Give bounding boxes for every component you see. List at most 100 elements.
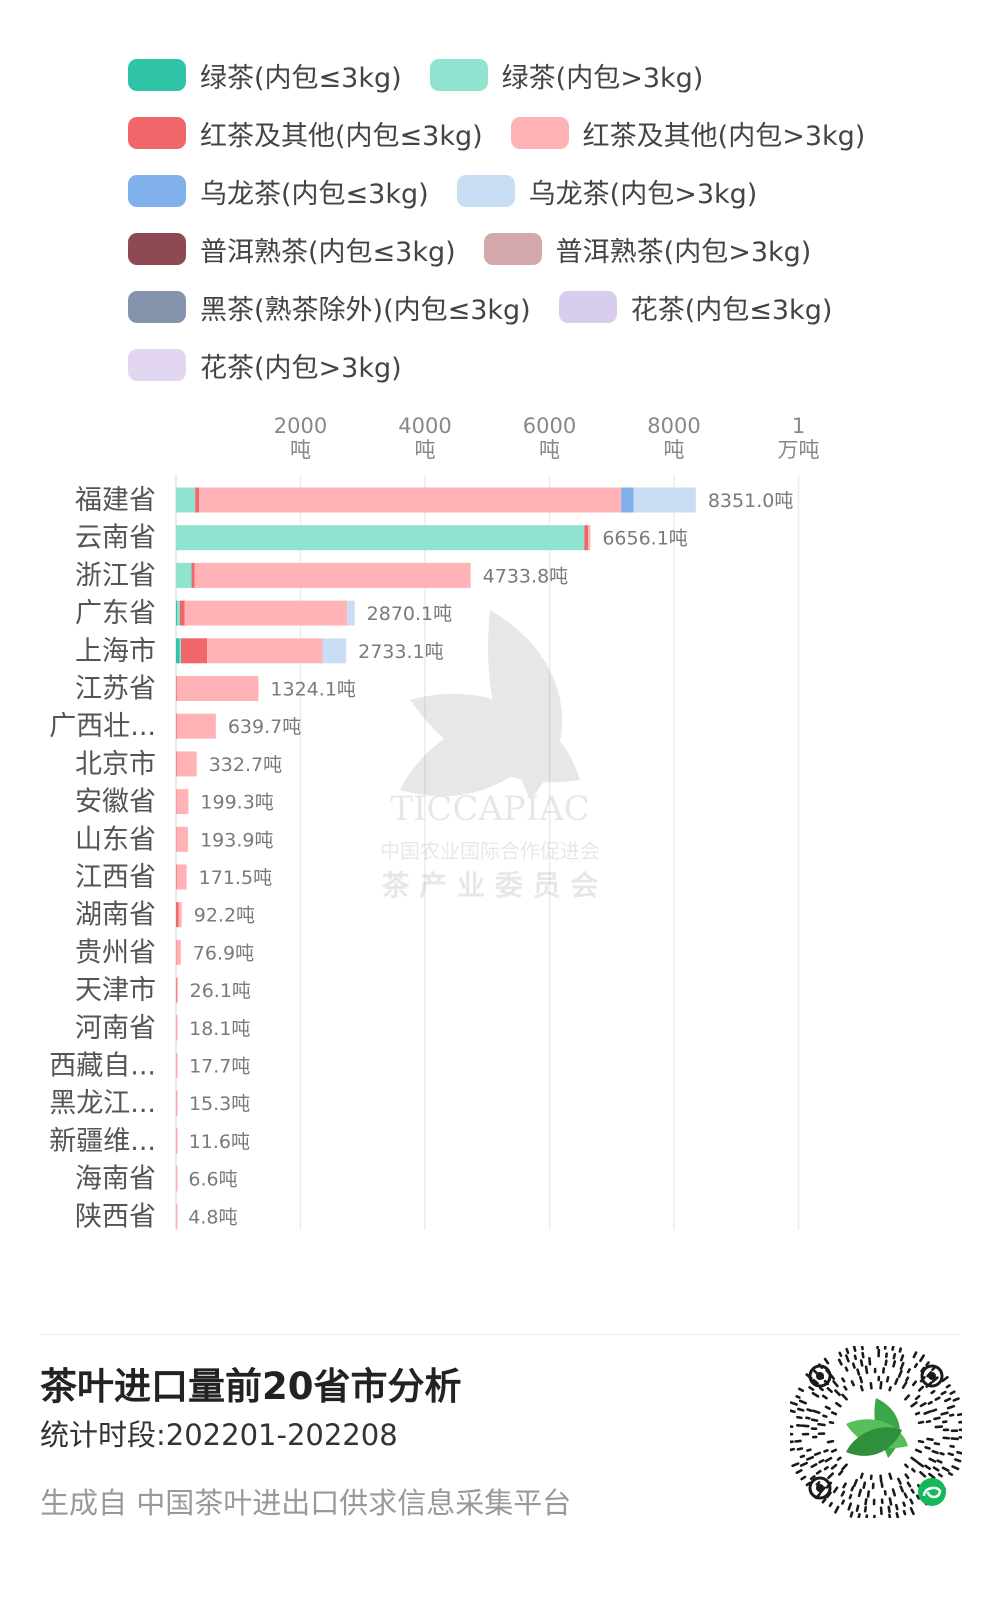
qr-dot — [800, 1475, 807, 1481]
legend-row: 乌龙茶(内包≤3kg) 乌龙茶(内包>3kg) — [128, 162, 988, 220]
bar-segment — [176, 751, 197, 777]
legend-item[interactable]: 花茶(内包>3kg) — [128, 346, 402, 385]
y-category-label: 江西省 — [75, 862, 156, 893]
qr-dot — [823, 1466, 829, 1471]
legend-item[interactable]: 普洱熟茶(内包≤3kg) — [128, 230, 456, 269]
legend-item[interactable]: 绿茶(内包>3kg) — [429, 56, 703, 95]
qr-dot — [855, 1504, 860, 1513]
footer-divider — [40, 1334, 960, 1335]
legend-label: 绿茶(内包≤3kg) — [200, 62, 402, 94]
qr-dot — [851, 1362, 856, 1369]
qr-dot — [797, 1407, 805, 1412]
chart-legend: 绿茶(内包≤3kg) 绿茶(内包>3kg) 红茶及其他(内包≤3kg) 红茶及其他(内… — [128, 46, 988, 394]
qr-dot — [903, 1492, 908, 1499]
qr-dot — [865, 1514, 869, 1518]
qr-dot — [859, 1359, 864, 1367]
bar-segment — [207, 638, 323, 664]
qr-dot — [904, 1473, 910, 1480]
qr-dot — [834, 1389, 841, 1397]
legend-item[interactable]: 乌龙茶(内包≤3kg) — [128, 172, 429, 211]
qr-dot — [834, 1505, 840, 1514]
legend-item[interactable]: 花茶(内包≤3kg) — [558, 288, 833, 327]
qr-dot — [841, 1499, 845, 1505]
legend-label: 花茶(内包>3kg) — [200, 352, 402, 384]
qr-dot — [923, 1410, 932, 1415]
legend-item[interactable]: 普洱熟茶(内包>3kg) — [483, 230, 811, 269]
qr-dot — [838, 1351, 843, 1357]
qr-dot — [888, 1513, 892, 1518]
y-category-label: 浙江省 — [75, 560, 156, 591]
qr-dot — [808, 1386, 815, 1391]
y-category-label: 新疆维... — [49, 1126, 156, 1157]
legend-item[interactable]: 黑茶(熟茶除外)(内包≤3kg) — [128, 288, 531, 327]
qr-dot — [795, 1394, 801, 1399]
qr-dot — [950, 1437, 960, 1441]
watermark-line2: 中国农业国际合作促进会 — [380, 839, 600, 863]
qr-dot — [828, 1501, 833, 1508]
legend-item[interactable]: 乌龙茶(内包>3kg) — [456, 172, 757, 211]
y-category-label: 黑龙江... — [49, 1088, 156, 1119]
bar-segment — [199, 487, 622, 513]
bar-segment — [176, 1203, 178, 1229]
x-tick-unit: 万吨 — [778, 438, 820, 462]
mini-program-code[interactable] — [790, 1346, 962, 1518]
qr-dot — [845, 1347, 850, 1355]
qr-dot — [951, 1465, 960, 1471]
qr-dot — [895, 1512, 900, 1518]
qr-dot — [946, 1404, 956, 1410]
watermark-line3: 茶 产 业 委 员 会 — [382, 869, 599, 902]
qr-dot — [812, 1369, 818, 1375]
qr-finder-dot — [928, 1372, 936, 1380]
bar-segment — [176, 638, 180, 664]
qr-dot — [800, 1424, 810, 1428]
qr-dot — [805, 1455, 815, 1461]
qr-dot — [940, 1411, 949, 1416]
qr-dot — [945, 1384, 951, 1389]
qr-code-pattern — [790, 1346, 962, 1518]
qr-dot — [891, 1488, 897, 1497]
bar-segment — [176, 713, 216, 739]
legend-label: 花茶(内包≤3kg) — [630, 294, 833, 326]
bar-segment — [176, 1166, 178, 1192]
bar-value-label: 15.3吨 — [189, 1093, 250, 1115]
bar-value-label: 92.2吨 — [194, 905, 255, 927]
qr-finder-ring — [920, 1364, 944, 1388]
bar-value-label: 26.1吨 — [190, 980, 251, 1002]
bar-value-label: 4733.8吨 — [483, 565, 568, 587]
qr-dot — [827, 1472, 835, 1480]
qr-dot — [812, 1409, 821, 1415]
bar-segment — [588, 525, 591, 551]
qr-dot — [861, 1351, 865, 1359]
x-tick-label: 4000 — [398, 414, 451, 438]
qr-dot — [809, 1475, 816, 1481]
qr-dot — [910, 1488, 915, 1494]
qr-dot — [911, 1380, 917, 1387]
qr-dot — [859, 1472, 864, 1479]
x-tick-label: 2000 — [274, 414, 327, 438]
bar-segment — [178, 902, 182, 928]
qr-dot — [864, 1497, 868, 1506]
qr-dot — [879, 1474, 883, 1484]
qr-dot — [853, 1478, 858, 1488]
bar-segment — [191, 562, 195, 588]
qr-dot — [844, 1366, 849, 1372]
legend-item[interactable]: 红茶及其他(内包>3kg) — [510, 114, 865, 153]
qr-dot — [857, 1513, 861, 1518]
qr-dot — [914, 1448, 923, 1454]
y-category-label: 陕西省 — [75, 1201, 156, 1232]
legend-item[interactable]: 红茶及其他(内包≤3kg) — [128, 114, 483, 153]
bar-segment — [176, 789, 189, 815]
legend-swatch — [128, 233, 186, 265]
qr-dot — [937, 1473, 943, 1478]
qr-dot — [914, 1411, 921, 1416]
qr-dot — [931, 1376, 939, 1383]
bar-segment — [194, 562, 471, 588]
bar-value-label: 199.3吨 — [200, 792, 273, 814]
qr-dot — [939, 1451, 945, 1456]
qr-dot — [928, 1457, 937, 1463]
legend-item[interactable]: 绿茶(内包≤3kg) — [128, 56, 402, 95]
bar-value-label: 8351.0吨 — [708, 490, 793, 512]
bar-value-label: 17.7吨 — [189, 1056, 250, 1078]
legend-row: 黑茶(熟茶除外)(内包≤3kg) 花茶(内包≤3kg) — [128, 278, 988, 336]
qr-dot — [906, 1368, 911, 1374]
